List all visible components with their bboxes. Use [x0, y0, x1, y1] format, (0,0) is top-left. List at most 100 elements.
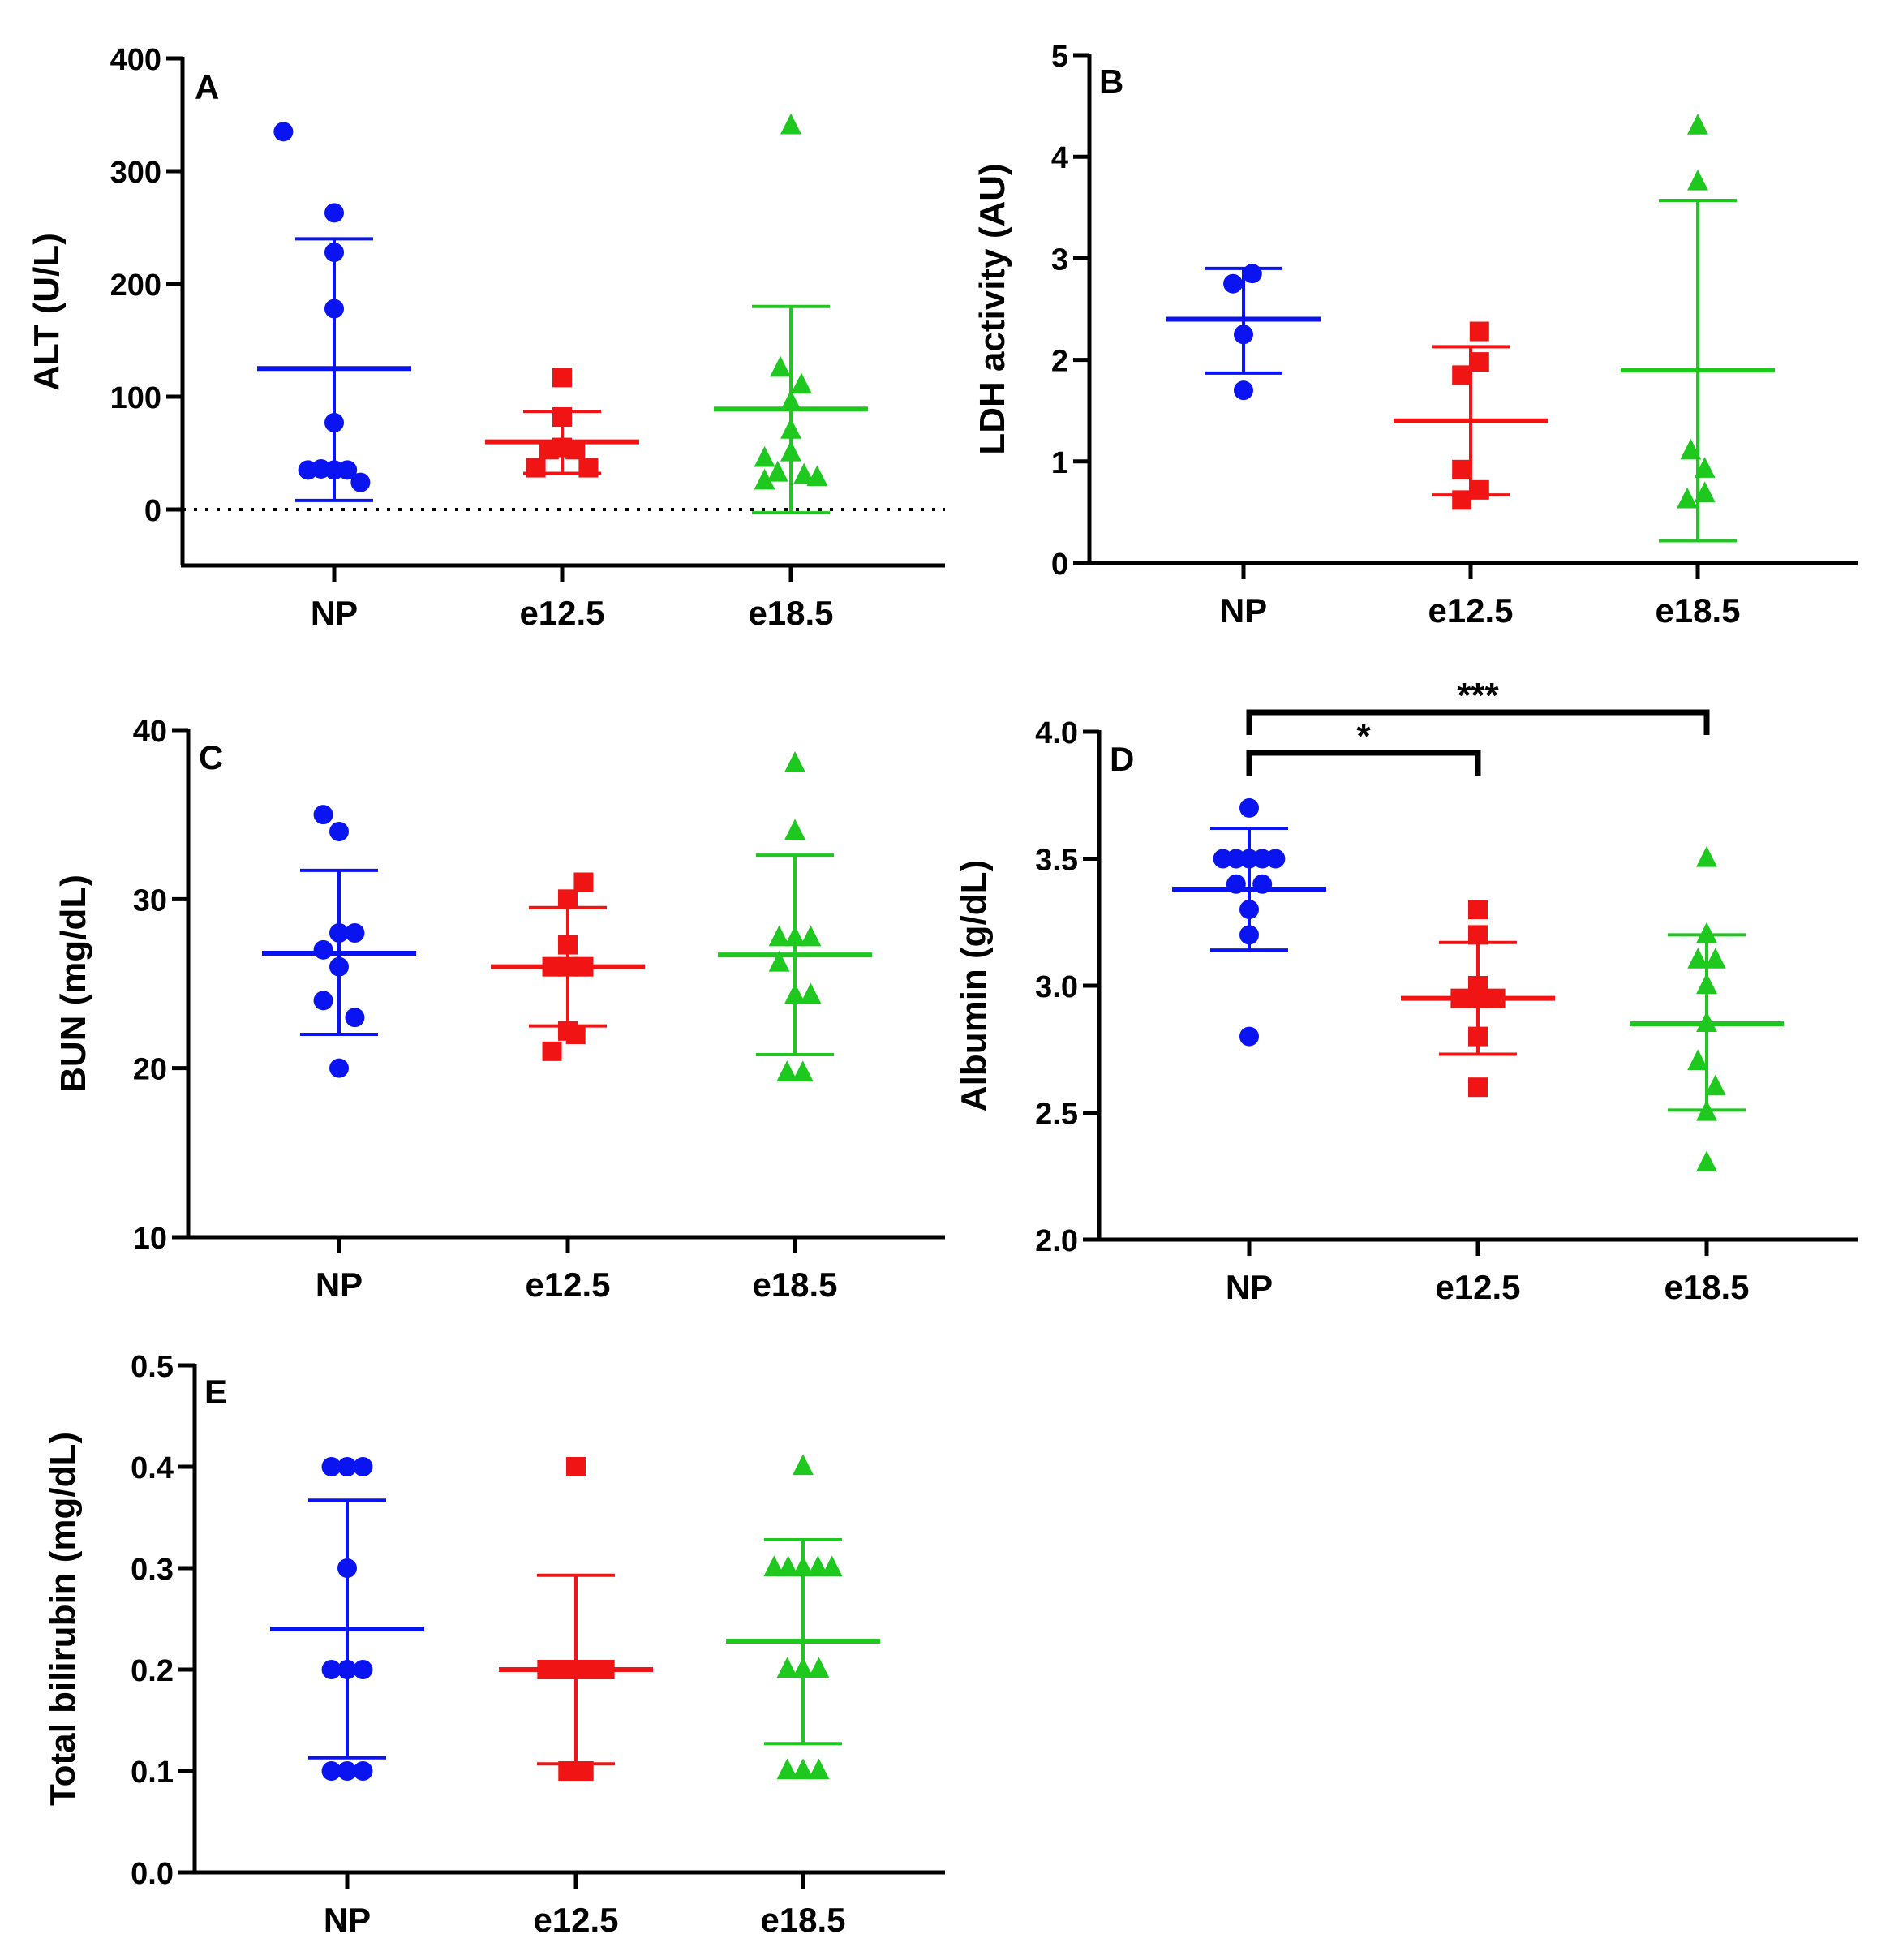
data-point [806, 465, 828, 487]
data-point [566, 1457, 586, 1476]
y-tick-label: 0 [1051, 548, 1068, 582]
data-point [1234, 380, 1253, 401]
y-axis-label: Albumin (g/dL) [954, 860, 994, 1111]
chart-panel-B: 0 1 2 3 4 5 NP e12.5 e18.5 B LDH activity (AU) [973, 40, 1858, 630]
data-point [353, 1761, 373, 1781]
series-e18.5 [1621, 114, 1775, 543]
data-point [767, 460, 788, 482]
series-NP [1172, 797, 1326, 1047]
data-point [1239, 1026, 1259, 1047]
x-tick-label: NP [1226, 1268, 1273, 1306]
y-axis-label: Total bilirubin (mg/dL) [43, 1432, 83, 1806]
data-point [273, 122, 294, 142]
data-point [800, 982, 822, 1004]
series-NP [257, 122, 411, 502]
data-point [776, 1060, 798, 1081]
data-point [321, 1457, 341, 1476]
chart-panel-D: 2.0 2.5 3.0 3.5 4.0 NP e12.5 e18.5 D Albumin (g/d… [954, 676, 1858, 1306]
data-point [337, 460, 358, 480]
y-tick-label: 3 [1051, 243, 1068, 277]
data-point [321, 1761, 341, 1781]
data-point [1468, 1077, 1488, 1098]
data-point [1452, 459, 1472, 479]
panel-label: C [199, 738, 223, 776]
y-tick-label: 4.0 [1035, 716, 1078, 750]
data-point [1696, 845, 1717, 867]
data-point [821, 1555, 843, 1577]
panel-label: E [204, 1373, 227, 1411]
x-tick-label: NP [324, 1901, 371, 1939]
data-point [558, 889, 578, 909]
y-axis-label: ALT (U/L) [27, 233, 67, 391]
data-point [1680, 438, 1702, 460]
data-point [337, 1457, 357, 1476]
data-point [770, 355, 791, 377]
y-tick-label: 400 [110, 43, 161, 77]
data-point [800, 925, 822, 947]
data-point [1687, 948, 1709, 969]
y-tick-label: 1 [1051, 446, 1068, 480]
data-point [1469, 352, 1489, 372]
data-point [784, 751, 805, 772]
data-point [754, 445, 775, 467]
y-tick-label: 0.5 [131, 1350, 174, 1384]
data-point [324, 203, 344, 223]
significance-bracket: *** [1246, 676, 1710, 735]
y-axis-label: BUN (mg/dL) [54, 875, 93, 1093]
data-point [808, 1657, 830, 1678]
significance-label: *** [1457, 676, 1499, 716]
data-point [1696, 922, 1717, 943]
x-tick-label: NP [1220, 591, 1267, 630]
y-tick-label: 2.0 [1035, 1224, 1078, 1258]
data-point [1694, 457, 1716, 478]
data-point [552, 368, 572, 388]
data-point [313, 939, 333, 960]
data-point [1265, 849, 1286, 869]
bracket-line [1246, 750, 1481, 776]
data-point [1469, 321, 1489, 342]
y-tick-label: 4 [1051, 141, 1068, 175]
y-tick-label: 0.3 [131, 1553, 174, 1587]
data-point [777, 1555, 799, 1577]
data-point [793, 1758, 814, 1780]
x-tick-label: e18.5 [1655, 591, 1740, 630]
chart-panel-A: 0 100 200 300 400 NP e12.5 e18.5 A ALT (U/L) [27, 43, 945, 632]
data-point [329, 1058, 349, 1078]
x-tick-label: e18.5 [760, 1901, 845, 1939]
data-point [754, 468, 775, 490]
data-point [1687, 1049, 1709, 1070]
x-tick-label: e18.5 [752, 1266, 837, 1304]
significance-label: * [1356, 716, 1371, 756]
y-tick-label: 30 [133, 883, 167, 918]
data-point [793, 1454, 814, 1476]
data-point [776, 1758, 798, 1780]
series-e18.5 [714, 113, 868, 515]
x-tick-label: e12.5 [519, 594, 604, 632]
x-tick-label: e12.5 [533, 1901, 618, 1939]
y-tick-label: 0.4 [131, 1451, 174, 1485]
data-point [776, 1657, 798, 1678]
bracket-line [1246, 709, 1710, 735]
series-NP [270, 1457, 424, 1781]
data-point [1704, 1074, 1726, 1096]
x-tick-label: e18.5 [748, 594, 833, 632]
series-e12.5 [485, 368, 639, 478]
y-axis-label: LDH activity (AU) [973, 163, 1012, 454]
data-point [1687, 169, 1708, 191]
data-point [353, 1660, 373, 1679]
series-e12.5 [1394, 321, 1548, 510]
data-point [780, 113, 801, 135]
data-point [337, 1761, 357, 1781]
y-tick-label: 0.2 [131, 1654, 174, 1688]
x-tick-label: NP [311, 594, 358, 632]
data-point [768, 925, 790, 947]
data-point [565, 1025, 586, 1044]
series-e12.5 [499, 1457, 653, 1781]
x-tick-label: NP [316, 1266, 363, 1304]
y-tick-label: 10 [133, 1222, 167, 1256]
chart-panel-E: 0.0 0.1 0.2 0.3 0.4 0.5 NP e12.5 e18.5 E Total bil… [43, 1350, 945, 1939]
data-point [1687, 114, 1708, 135]
data-point [807, 1555, 829, 1577]
significance-bracket: * [1246, 716, 1481, 776]
